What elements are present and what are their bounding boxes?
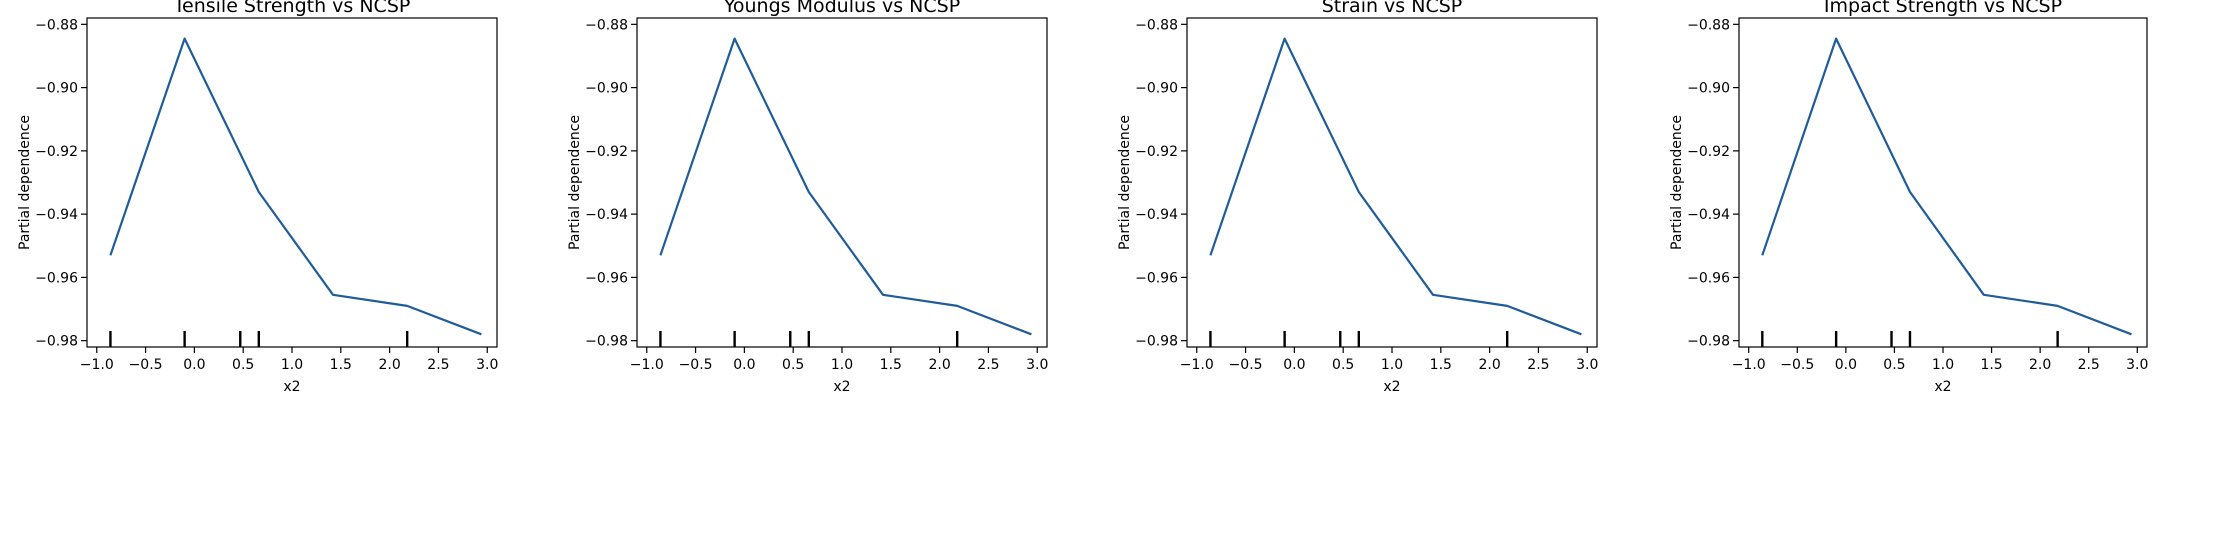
x-tick-label: −1.0 [1732,357,1766,373]
y-tick-label: −0.92 [585,144,628,160]
axes-frame [86,17,498,348]
chart-title: Youngs Modulus vs NCSP [723,0,960,17]
y-tick-label: −0.96 [35,270,78,286]
y-tick-label: −0.94 [35,207,78,223]
y-tick-label: −0.90 [1135,81,1178,97]
chart-title: Tensile Strength vs NCSP [173,0,411,17]
y-tick-label: −0.88 [1135,17,1178,33]
y-tick-label: −0.88 [35,17,78,33]
x-tick-label: 2.0 [1478,357,1500,373]
y-tick-label: −0.92 [1687,144,1730,160]
x-tick-label: 0.0 [1283,357,1305,373]
x-tick-label: 1.0 [1381,357,1403,373]
x-axis-label: x2 [833,379,850,395]
x-tick-label: 0.5 [1332,357,1354,373]
y-axis-label: Partial dependence [1117,115,1133,250]
x-tick-label: 0.5 [782,357,804,373]
x-tick-label: 3.0 [2126,357,2148,373]
x-tick-label: −1.0 [80,357,114,373]
x-tick-label: 2.5 [427,357,449,373]
x-tick-label: 3.0 [1576,357,1598,373]
y-tick-label: −0.92 [1135,144,1178,160]
axes-frame [636,17,1048,348]
axes-frame [1186,17,1598,348]
x-tick-label: 1.0 [281,357,303,373]
y-tick-label: −0.90 [1687,81,1730,97]
x-tick-label: −1.0 [630,357,664,373]
subplot-3: Strain vs NCSP −0.98 −0.96 −0.94 −0.92 −0.90 −… [1117,0,1598,395]
x-tick-label: 1.5 [880,357,902,373]
x-tick-label: 1.0 [1932,357,1954,373]
subplot-2: Youngs Modulus vs NCSP −0.98 −0.96 −0.94 −0.… [567,0,1048,395]
y-tick-label: −0.98 [585,334,628,350]
y-tick-label: −0.94 [1687,207,1730,223]
y-tick-label: −0.96 [1135,270,1178,286]
y-tick-label: −0.98 [1135,334,1178,350]
x-tick-label: 0.5 [1883,357,1905,373]
x-tick-label: 1.0 [831,357,853,373]
x-tick-label: 1.5 [330,357,352,373]
y-tick-label: −0.90 [585,81,628,97]
y-tick-label: −0.94 [1135,207,1178,223]
x-tick-label: 2.0 [2029,357,2051,373]
x-tick-label: 0.0 [1835,357,1857,373]
x-tick-label: −0.5 [1229,357,1263,373]
x-tick-label: 0.0 [733,357,755,373]
x-tick-label: 2.5 [2078,357,2100,373]
x-tick-label: −0.5 [129,357,163,373]
y-tick-label: −0.94 [585,207,628,223]
x-axis-label: x2 [283,379,300,395]
x-tick-label: 2.5 [1527,357,1549,373]
y-axis-label: Partial dependence [17,115,33,250]
y-tick-label: −0.98 [1687,334,1730,350]
x-tick-label: 0.5 [232,357,254,373]
x-tick-label: 2.0 [378,357,400,373]
x-tick-label: 2.5 [977,357,999,373]
x-tick-label: 3.0 [1026,357,1048,373]
subplot-4: Impact Strength vs NCSP −0.98 −0.96 −0.94 −0… [1669,0,2148,395]
y-tick-label: −0.88 [1687,17,1730,33]
x-tick-label: 1.5 [1430,357,1452,373]
x-tick-label: 3.0 [476,357,498,373]
chart-title: Impact Strength vs NCSP [1824,0,2062,17]
y-axis-label: Partial dependence [1669,115,1685,250]
chart-title: Strain vs NCSP [1322,0,1463,17]
series-line [109,37,482,336]
x-tick-label: 1.5 [1980,357,2002,373]
x-tick-label: −0.5 [679,357,713,373]
series-line [659,37,1032,336]
y-tick-label: −0.96 [1687,270,1730,286]
y-tick-label: −0.92 [35,144,78,160]
y-axis-label: Partial dependence [567,115,583,250]
x-tick-label: −1.0 [1180,357,1214,373]
y-tick-label: −0.96 [585,270,628,286]
subplot-1: Tensile Strength vs NCSP −0.98 −0.96 −0.94 −… [17,0,498,395]
x-tick-label: 2.0 [928,357,950,373]
x-axis-label: x2 [1383,379,1400,395]
x-axis-label: x2 [1934,379,1951,395]
axes-frame [1738,17,2148,348]
y-tick-label: −0.90 [35,81,78,97]
x-tick-label: −0.5 [1780,357,1814,373]
series-line [1209,37,1582,336]
series-line [1761,37,2132,336]
y-tick-label: −0.88 [585,17,628,33]
y-tick-label: −0.98 [35,334,78,350]
x-tick-label: 0.0 [183,357,205,373]
